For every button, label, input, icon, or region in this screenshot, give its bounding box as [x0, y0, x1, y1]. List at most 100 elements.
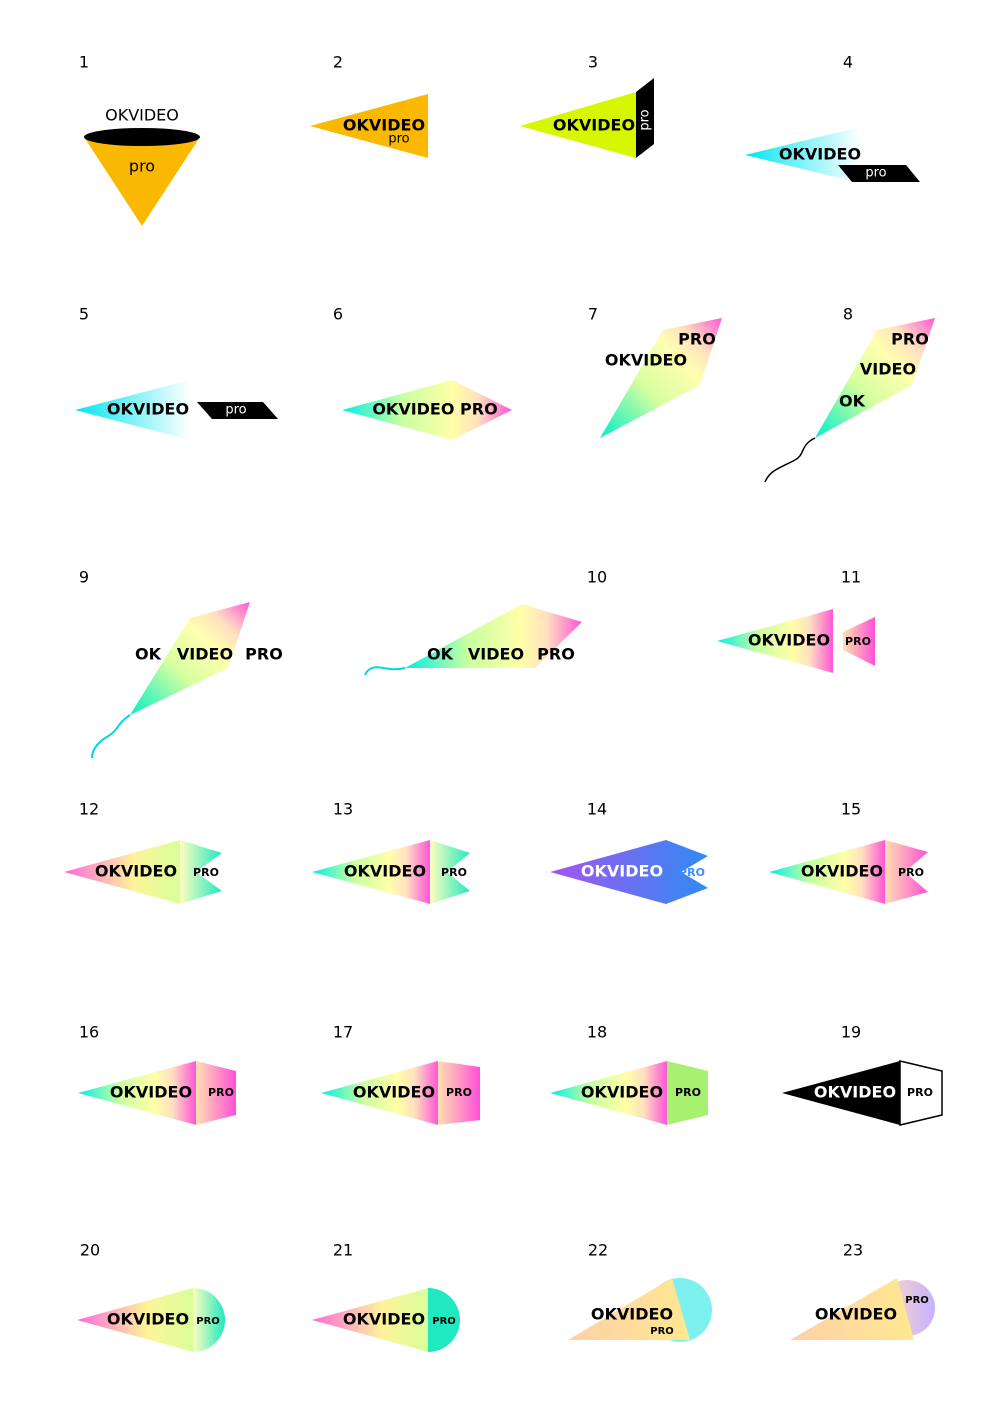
logo-text: VIDEO	[177, 645, 233, 664]
logo-text: PRO	[208, 1086, 234, 1099]
logo-shape	[64, 840, 180, 904]
logo-text: PRO	[907, 1086, 933, 1099]
logo-text: OKVIDEO	[105, 106, 179, 125]
logo-shape	[84, 128, 200, 146]
logo-text: pro	[129, 157, 155, 176]
logo-shape	[428, 1288, 460, 1352]
logo-shape	[77, 1288, 193, 1352]
logo-text: OKVIDEO	[107, 400, 189, 419]
logo-text: PRO	[650, 1326, 674, 1337]
logo-text: VIDEO	[468, 645, 524, 664]
logo-shape	[568, 1278, 690, 1340]
logo-text: OKVIDEO	[581, 862, 663, 881]
logo-shape	[321, 1061, 438, 1125]
logo-shape	[75, 380, 190, 440]
logo-text: pro	[388, 132, 409, 147]
logo-shape	[636, 78, 654, 158]
variant-number: 5	[79, 305, 89, 324]
logo-text: OKVIDEO	[343, 116, 425, 135]
logo-text: OK	[839, 392, 866, 411]
logo-shape	[91, 714, 131, 759]
variant-number: 20	[80, 1241, 100, 1260]
variant-number: 18	[587, 1023, 607, 1042]
logo-shape	[717, 609, 833, 673]
logo-text: PRO	[891, 330, 929, 349]
logo-shape	[438, 1061, 480, 1125]
variant-number: 4	[843, 53, 853, 72]
variant-number: 2	[333, 53, 343, 72]
logo-shape	[885, 840, 928, 904]
logo-text: PRO	[441, 866, 467, 879]
logo-text: OKVIDEO	[605, 351, 687, 370]
logo-shape	[84, 137, 200, 226]
logo-text: OKVIDEO	[95, 862, 177, 881]
variant-number: 16	[79, 1023, 99, 1042]
logo-text: PRO	[898, 866, 924, 879]
logo-shape	[843, 617, 875, 666]
logo-text: PRO	[537, 645, 575, 664]
logo-text: OKVIDEO	[344, 862, 426, 881]
logo-text: OKVIDEO	[815, 1305, 897, 1324]
variant-number: 14	[587, 800, 607, 819]
logo-text: PRO	[845, 635, 871, 648]
logo-shape	[78, 1061, 196, 1125]
logo-shape	[745, 127, 860, 183]
logo-text: OKVIDEO	[107, 1310, 189, 1329]
logo-shape	[520, 92, 636, 158]
shapes	[64, 78, 943, 1352]
logo-shape	[838, 165, 920, 182]
variant-number: 3	[588, 53, 598, 72]
logo-text: OKVIDEO	[801, 862, 883, 881]
variant-number: 21	[333, 1241, 353, 1260]
logo-shape	[196, 1061, 236, 1125]
variant-number: 1	[79, 53, 89, 72]
logo-text: OKVIDEO	[553, 116, 635, 135]
logo-shape	[899, 1060, 943, 1126]
variant-number: 9	[79, 568, 89, 587]
logo-text: OKVIDEO	[814, 1083, 896, 1102]
logo-text: VIDEO	[860, 360, 916, 379]
logo-shape	[430, 840, 470, 904]
logo-shape	[312, 840, 430, 904]
logo-text: pro	[638, 109, 653, 130]
logo-shape	[550, 1061, 667, 1125]
logo-text: OKVIDEO PRO	[372, 400, 497, 419]
logo-text: OKVIDEO	[581, 1083, 663, 1102]
variant-number: 13	[333, 800, 353, 819]
logo-text: OKVIDEO	[353, 1083, 435, 1102]
logo-text: PRO	[905, 1295, 929, 1306]
logo-shape	[790, 1278, 914, 1340]
variant-number: 17	[333, 1023, 353, 1042]
logo-text: OKVIDEO	[110, 1083, 192, 1102]
logo-text: OKVIDEO	[343, 1310, 425, 1329]
logo-text: PRO	[675, 1086, 701, 1099]
logo-shape	[364, 666, 406, 676]
logo-text: pro	[225, 403, 246, 418]
logo-shape	[312, 1288, 428, 1352]
logo-text: PRO	[196, 1316, 220, 1327]
logo-text: PRO	[678, 330, 716, 349]
logo-shape	[130, 602, 250, 715]
logo-shape	[193, 1288, 225, 1352]
logo-text: PRO	[245, 645, 283, 664]
logo-text: OKVIDEO	[591, 1305, 673, 1324]
logo-text: OKVIDEO	[779, 145, 861, 164]
logo-shape	[197, 402, 278, 419]
logo-shape	[180, 840, 222, 904]
logo-text: OK	[135, 645, 162, 664]
logo-shape	[405, 604, 582, 668]
logo-shape	[667, 1061, 708, 1125]
logo-text: PRO	[446, 1086, 472, 1099]
logo-text: pro	[865, 166, 886, 181]
logo-shape	[550, 840, 708, 904]
logo-shape	[782, 1061, 900, 1125]
logo-shape	[764, 437, 816, 483]
variant-number: 11	[841, 568, 861, 587]
logo-text: PRO	[679, 866, 705, 879]
variant-number: 12	[79, 800, 99, 819]
variant-number: 7	[588, 305, 598, 324]
logo-shape	[310, 94, 428, 158]
variant-number: 23	[843, 1241, 863, 1260]
variant-number: 15	[841, 800, 861, 819]
